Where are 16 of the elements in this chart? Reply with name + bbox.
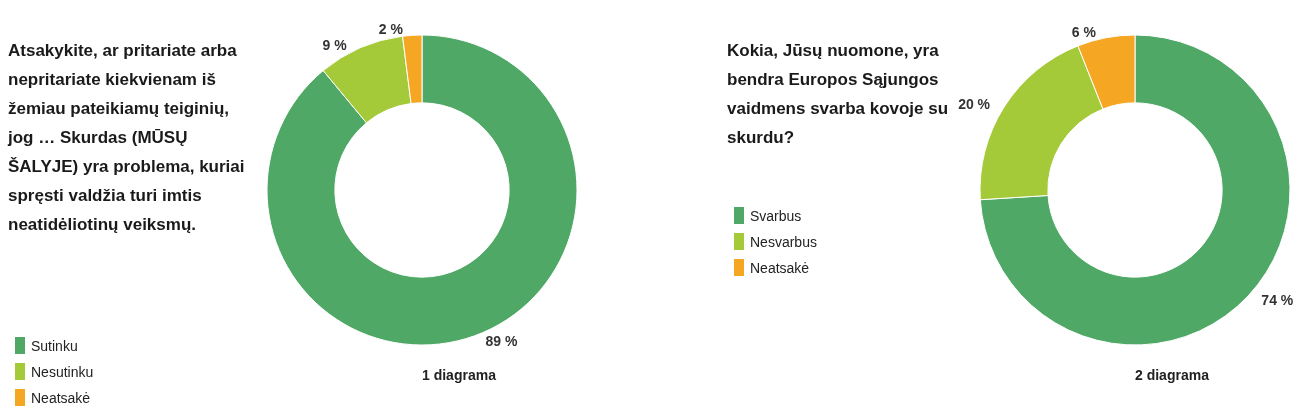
text: 2 diagrama bbox=[1134, 367, 1210, 383]
text: Kokia, Jūsų nuomone, yra bendra Europos Sąjungos vaidmens svarba kovoje su skurdu? bbox=[727, 41, 953, 147]
legend-label: Neatsakė bbox=[31, 389, 91, 406]
data-label: 20 % bbox=[958, 95, 991, 112]
data-label: 2 % bbox=[378, 21, 404, 38]
legend-label: Svarbus bbox=[750, 207, 802, 224]
legend-label: Nesvarbus bbox=[750, 233, 817, 250]
data-label: 74 % bbox=[1261, 292, 1294, 309]
legend-label: Nesutinku bbox=[31, 363, 94, 380]
data-label: 89 % bbox=[485, 333, 518, 350]
data-label: 9 % bbox=[322, 37, 348, 54]
text: 1 diagrama bbox=[421, 367, 497, 383]
data-label: 6 % bbox=[1071, 23, 1097, 40]
legend-label: Neatsakė bbox=[750, 259, 810, 276]
legend-label: Sutinku bbox=[31, 337, 78, 354]
text: Atsakykite, ar pritariate arba nepritariate kiekvienam iš žemiau pateikiamų teiginių, jog … Skurdas (MŪSŲ ŠALYJE) yra problema, kuriai spręsti valdžia turi imtis neatidėliotinų veiksmų. bbox=[7, 41, 250, 234]
